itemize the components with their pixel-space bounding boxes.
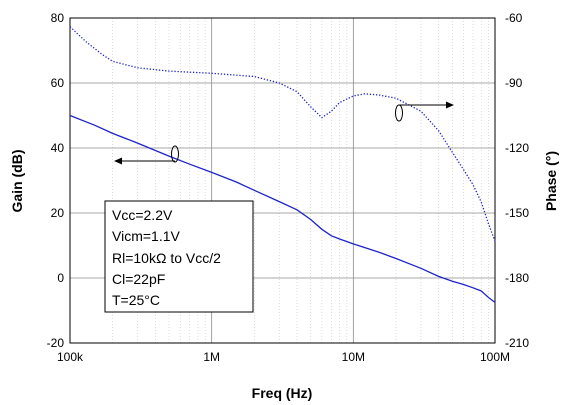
grid-lines (70, 18, 495, 343)
gain-marker-ellipse (171, 145, 179, 163)
gain-axis-marker (114, 145, 179, 165)
gain-series-line (69, 114, 496, 303)
y-left-tick-label: 60 (51, 76, 65, 90)
annotation-line: Vicm=1.1V (112, 228, 180, 244)
y-left-axis-title: Gain (dB) (9, 150, 25, 213)
y-right-tick-label: -180 (505, 271, 529, 285)
y-left-tick-label: 40 (51, 141, 65, 155)
x-tick-label: 10M (342, 350, 365, 364)
y-left-tick-label: 20 (51, 206, 65, 220)
y-right-axis-title: Phase (°) (543, 151, 559, 211)
phase-axis-marker (395, 101, 454, 122)
x-axis-title: Freq (Hz) (252, 385, 313, 401)
annotation-line: T=25°C (112, 292, 160, 308)
tick-labels: 80 60 40 20 0 -20 -60 -90 -120 -150 -180 -210 100k 1M… (47, 11, 530, 364)
annotation-line: Rl=10kΩ to Vcc/2 (112, 250, 221, 266)
annotation-line: Cl=22pF (112, 271, 165, 287)
phase-marker-arrowhead (446, 101, 454, 109)
y-right-tick-label: -150 (505, 206, 529, 220)
x-tick-label: 100M (480, 350, 510, 364)
series-layer (69, 26, 496, 303)
plot-area-frame (69, 17, 496, 344)
x-tick-label: 100k (57, 350, 84, 364)
y-right-tick-label: -90 (505, 76, 523, 90)
conditions-annotation: Vcc=2.2V Vicm=1.1V Rl=10kΩ to Vcc/2 Cl=2… (104, 200, 254, 313)
y-left-tick-label: -20 (47, 336, 65, 350)
y-right-tick-label: -120 (505, 141, 529, 155)
y-left-tick-label: 80 (51, 11, 65, 25)
annotation-box (104, 200, 254, 313)
y-right-tick-label: -60 (505, 11, 523, 25)
y-right-tick-label: -210 (505, 336, 529, 350)
phase-marker-ellipse (395, 104, 403, 122)
annotation-line: Vcc=2.2V (112, 207, 173, 223)
x-tick-label: 1M (203, 350, 220, 364)
y-left-tick-label: 0 (57, 271, 64, 285)
gain-marker-arrowhead (114, 157, 122, 165)
